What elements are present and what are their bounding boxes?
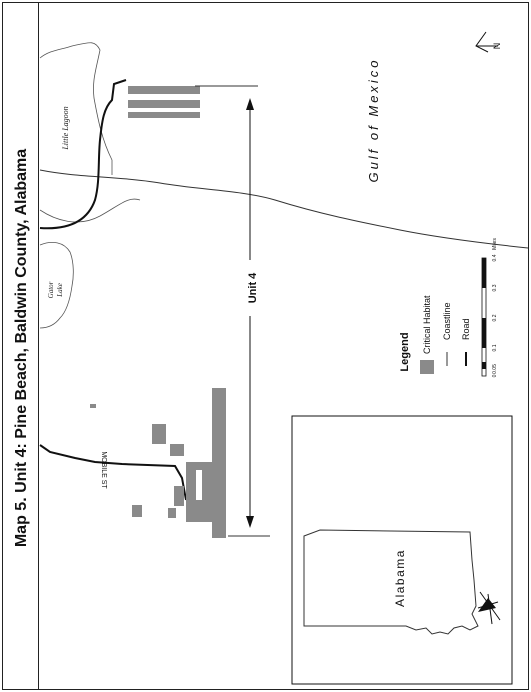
habitat-patch — [168, 508, 176, 518]
scale-unit: Miles — [492, 238, 498, 250]
gulf-label: Gulf of Mexico — [366, 57, 381, 182]
coastline — [39, 169, 529, 249]
habitat-patch — [170, 444, 184, 456]
inset-state-label: Alabama — [393, 549, 407, 607]
habitat-patch — [90, 404, 96, 408]
legend-title: Legend — [399, 332, 411, 371]
scale-tick-5: 0.4 — [492, 254, 498, 261]
gator-lake-label-line1: Gator — [47, 281, 55, 298]
legend-item-road: Road — [461, 318, 471, 340]
road-lagoon — [39, 79, 127, 230]
scale-bar: 0 0.05 0.1 0.2 0.3 0.4 Miles — [481, 238, 498, 377]
unit-label: Unit 4 — [247, 272, 259, 303]
baldwin-county-marker-icon — [477, 591, 501, 625]
svg-text:N: N — [492, 43, 502, 50]
legend-habitat-swatch — [420, 360, 434, 374]
habitat-patch — [152, 424, 166, 444]
title-bar: Map 5. Unit 4: Pine Beach, Baldwin Count… — [2, 2, 39, 690]
little-lagoon-label: Little Lagoon — [61, 106, 70, 150]
road-mobile-st — [39, 444, 187, 501]
mobile-st-label: MOBILE ST — [100, 451, 107, 489]
habitat-patch — [174, 486, 184, 506]
legend-item-coastline: Coastline — [442, 302, 452, 340]
habitat-patch — [132, 505, 142, 517]
gator-lake-outline — [39, 241, 74, 329]
arrow-head-top — [246, 98, 254, 110]
gator-lake-label-line2: Lake — [56, 283, 64, 298]
scale-tick-1: 0.05 — [492, 364, 498, 374]
habitat-patch — [128, 86, 200, 94]
habitat-patch — [196, 470, 202, 500]
scale-tick-3: 0.2 — [492, 314, 498, 321]
arrow-head-bottom — [246, 516, 254, 528]
habitat-patch — [128, 112, 200, 118]
scale-tick-2: 0.1 — [492, 344, 498, 351]
habitat-patch — [128, 100, 200, 108]
alabama-outline — [303, 529, 479, 635]
north-arrow-icon: N — [475, 31, 502, 53]
little-lagoon-outline — [39, 42, 113, 175]
scale-tick-4: 0.3 — [492, 284, 498, 291]
scale-tick-0: 0 — [492, 374, 498, 377]
little-lagoon-shore — [39, 198, 141, 223]
critical-habitat-patches — [90, 86, 226, 538]
habitat-patch — [212, 388, 226, 538]
inset-box — [291, 415, 513, 685]
legend: Legend Critical Habitat Coastline Road — [399, 295, 471, 374]
legend-item-habitat: Critical Habitat — [422, 295, 432, 354]
